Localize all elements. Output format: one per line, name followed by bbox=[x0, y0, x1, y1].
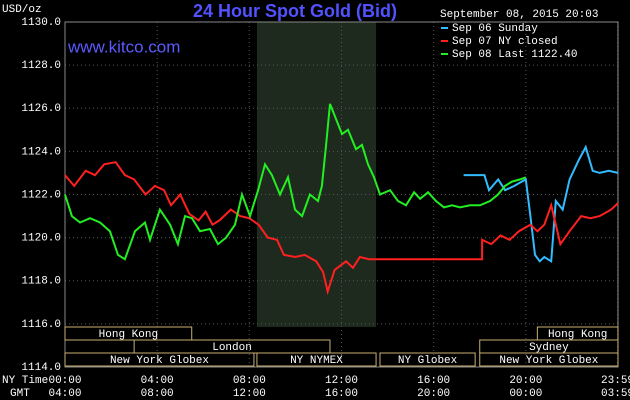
site-label: www.kitco.com bbox=[67, 37, 180, 56]
x-tick-label: 20:00 bbox=[509, 375, 542, 387]
x2-axis-label: GMT bbox=[10, 388, 30, 400]
x-tick-label: 23:59 bbox=[601, 375, 630, 387]
price-line bbox=[463, 144, 619, 264]
x-axis-label: NY Time bbox=[2, 375, 48, 387]
x-tick-label: 00:00 bbox=[48, 375, 81, 387]
y-tick-label: 1128.0 bbox=[21, 60, 61, 72]
x2-tick-label: 12:00 bbox=[233, 388, 266, 400]
x2-tick-label: 00:00 bbox=[509, 388, 542, 400]
y-tick-label: 1126.0 bbox=[21, 103, 61, 115]
y-tick-label: 1124.0 bbox=[21, 146, 61, 158]
price-line bbox=[64, 103, 527, 261]
chart-title: 24 Hour Spot Gold (Bid) bbox=[193, 1, 397, 21]
session-label: NY Globex bbox=[398, 355, 458, 367]
y-tick-label: 1118.0 bbox=[21, 276, 61, 288]
session-label: Hong Kong bbox=[548, 329, 607, 341]
session-box bbox=[479, 352, 619, 367]
y-tick-label: 1114.0 bbox=[21, 362, 61, 374]
session-box bbox=[256, 352, 377, 367]
session-box bbox=[379, 352, 476, 367]
session-label: Sydney bbox=[529, 342, 569, 354]
price-line bbox=[64, 161, 619, 296]
y-tick-label: 1120.0 bbox=[21, 233, 61, 245]
y-tick-label: 1122.0 bbox=[21, 189, 61, 201]
timestamp: September 08, 2015 20:03 bbox=[440, 9, 598, 21]
x-tick-label: 08:00 bbox=[233, 375, 266, 387]
legend-label: Sep 08 Last 1122.40 bbox=[452, 49, 577, 61]
x-tick-label: 12:00 bbox=[325, 375, 358, 387]
x2-tick-label: 16:00 bbox=[325, 388, 358, 400]
x2-tick-label: 08:00 bbox=[141, 388, 174, 400]
legend-label: Sep 07 NY closed bbox=[452, 36, 558, 48]
y-tick-label: 1130.0 bbox=[21, 17, 61, 29]
x2-tick-label: 20:00 bbox=[417, 388, 450, 400]
shaded-region bbox=[256, 22, 377, 327]
session-label: London bbox=[212, 342, 252, 354]
x2-tick-label: 03:59 bbox=[601, 388, 630, 400]
legend-label: Sep 06 Sunday bbox=[452, 23, 538, 35]
x2-tick-label: 04:00 bbox=[48, 388, 81, 400]
session-label: New York Globex bbox=[110, 355, 209, 367]
session-label: Hong Kong bbox=[99, 329, 158, 341]
x-tick-label: 04:00 bbox=[141, 375, 174, 387]
session-label: NY NYMEX bbox=[290, 355, 343, 367]
session-box bbox=[64, 326, 193, 341]
x-tick-label: 16:00 bbox=[417, 375, 450, 387]
y-axis-label: USD/oz bbox=[2, 4, 42, 16]
session-box bbox=[64, 352, 255, 367]
session-label: New York Globex bbox=[499, 355, 598, 367]
y-tick-label: 1116.0 bbox=[21, 319, 61, 331]
